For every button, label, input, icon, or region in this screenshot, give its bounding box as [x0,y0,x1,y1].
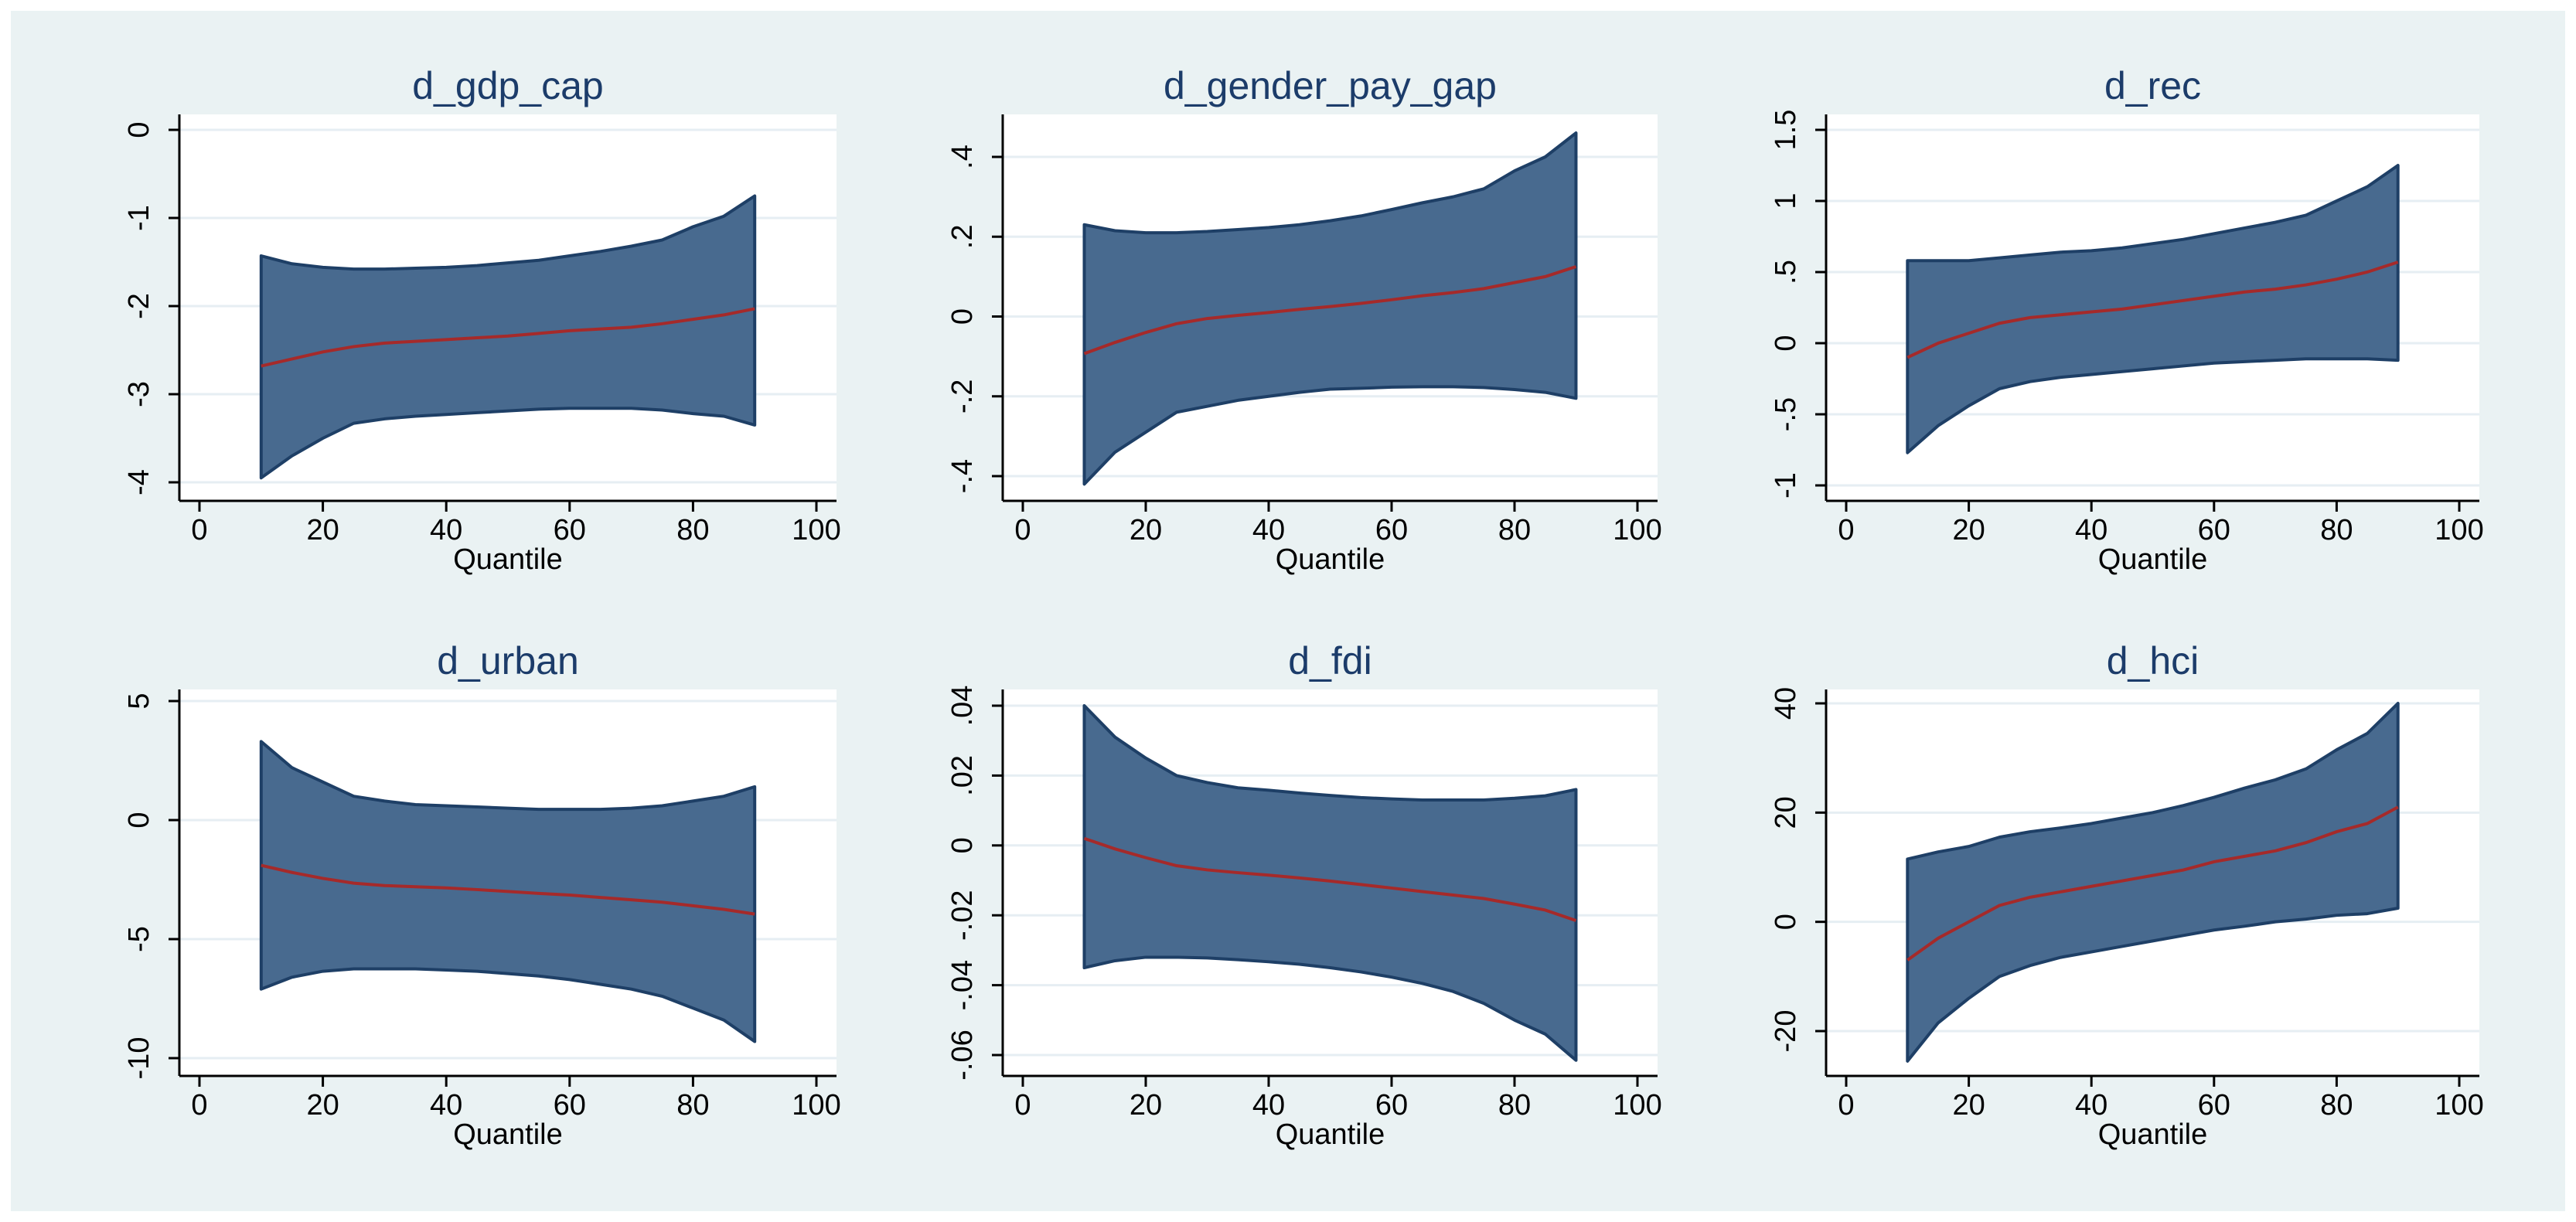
y-tick-label: -4 [123,469,155,495]
x-tick-label: 0 [1014,1089,1031,1122]
x-tick-label: 100 [792,514,840,546]
x-tick-label: 40 [2075,1089,2107,1122]
x-tick-label: 100 [1613,1089,1661,1122]
confidence-band [1906,164,2400,454]
x-tick-label: 100 [2435,514,2483,546]
panel-title: d_gdp_cap [412,64,603,107]
x-tick-label: 80 [2320,1089,2353,1122]
panel-d_fdi: -.06 -.04 -.02 0 .02 .04 0 20 40 60 80 100 Quantile d… [946,639,1662,1151]
x-tick-label: 20 [306,1089,339,1122]
y-tick-label: 5 [123,693,155,709]
x-tick-label: 20 [306,514,339,546]
panel-title: d_fdi [1288,639,1371,682]
y-tick-label: -2 [123,293,155,319]
x-tick-label: 60 [554,514,586,546]
y-tick-label: -3 [123,381,155,407]
x-axis-title: Quantile [2098,1118,2208,1151]
y-tick-label: -.04 [946,960,979,1010]
x-tick-label: 0 [1014,514,1031,546]
x-tick-label: 40 [1252,514,1285,546]
y-tick-label: -.4 [946,459,979,493]
estimate-line [261,307,755,368]
y-tick-label: -5 [123,926,155,952]
y-tick-label: .2 [946,224,979,249]
estimate-line [1906,260,2399,359]
y-tick-label: .5 [1770,260,1802,284]
y-tick-label: -1 [1770,472,1802,499]
x-axis-title: Quantile [453,543,563,576]
y-tick-label: .4 [946,145,979,169]
x-tick-label: 80 [676,1089,709,1122]
y-tick-label: 0 [123,812,155,828]
confidence-band [1906,702,2400,1063]
y-tick-label: -1 [123,205,155,231]
y-tick-label: .04 [946,686,979,727]
x-axis-title: Quantile [453,1118,563,1151]
y-tick-label: -.06 [946,1030,979,1080]
x-tick-label: 40 [2075,514,2107,546]
x-tick-label: 0 [1838,514,1854,546]
x-tick-label: 60 [2198,1089,2230,1122]
y-tick-label: 40 [1770,687,1802,720]
x-tick-label: 100 [1613,514,1661,546]
x-tick-label: 80 [2320,514,2353,546]
x-tick-label: 100 [792,1089,840,1122]
panel-title: d_rec [2104,64,2201,107]
x-tick-label: 40 [430,1089,462,1122]
x-axis-title: Quantile [2098,543,2208,576]
x-tick-label: 20 [1952,1089,1985,1122]
x-tick-label: 0 [191,514,207,546]
y-tick-label: -10 [123,1037,155,1080]
x-tick-label: 40 [1252,1089,1285,1122]
panel-d_hci: -20 0 20 40 0 20 40 60 80 100 Quantile d_hci [1770,639,2484,1151]
x-tick-label: 80 [1498,514,1531,546]
panel-d_gender_pay_gap: -.4 -.2 0 .2 .4 0 20 40 60 80 100 Quantile d_gender_… [946,64,1662,576]
y-tick-label: -.2 [946,380,979,414]
estimate-line [261,863,755,916]
y-tick-label: 0 [1770,914,1802,930]
estimate-line [1083,265,1577,356]
x-tick-label: 60 [2198,514,2230,546]
x-tick-label: 20 [1952,514,1985,546]
panel-title: d_urban [437,639,579,682]
confidence-band [1082,704,1578,1062]
confidence-band [1082,131,1578,486]
y-tick-label: 0 [1770,335,1802,351]
x-tick-label: 20 [1130,514,1162,546]
x-tick-label: 80 [676,514,709,546]
x-tick-label: 60 [554,1089,586,1122]
estimate-line [1083,836,1577,922]
x-tick-label: 80 [1498,1089,1531,1122]
y-tick-label: 0 [946,837,979,853]
x-tick-label: 100 [2435,1089,2483,1122]
x-tick-label: 40 [430,514,462,546]
x-tick-label: 60 [1375,514,1408,546]
panel-d_rec: -1 -.5 0 .5 1 1.5 0 20 40 60 80 100 Quantile d_rec [1770,64,2484,576]
panels-container: -4-3-2-100 20 40 60 80 100Quantiled_gdp_cap-.… [123,64,2484,1151]
x-tick-label: 60 [1375,1089,1408,1122]
x-tick-label: 0 [191,1089,207,1122]
panel-d_urban: -10 -5 0 5 0 20 40 60 80 100 Quantile d_urban [123,639,841,1151]
y-tick-label: -20 [1770,1010,1802,1053]
x-tick-label: 0 [1838,1089,1854,1122]
y-tick-label: 0 [123,121,155,138]
y-tick-label: 20 [1770,796,1802,829]
x-axis-title: Quantile [1276,543,1385,576]
panel-d_gdp_cap: -4 -3 -2 -1 0 0 20 40 60 80 100 Quantile d_gdp_cap [123,64,841,576]
x-tick-label: 20 [1130,1089,1162,1122]
y-tick-label: 0 [946,308,979,325]
estimate-line [1906,805,2399,962]
y-tick-label: 1 [1770,192,1802,209]
y-tick-label: .02 [946,755,979,796]
y-tick-label: -.5 [1770,397,1802,431]
x-axis-title: Quantile [1276,1118,1385,1151]
panel-title: d_gender_pay_gap [1164,64,1497,107]
y-tick-label: -.02 [946,890,979,940]
panel-title: d_hci [2107,639,2199,682]
y-tick-label: 1.5 [1770,110,1802,151]
